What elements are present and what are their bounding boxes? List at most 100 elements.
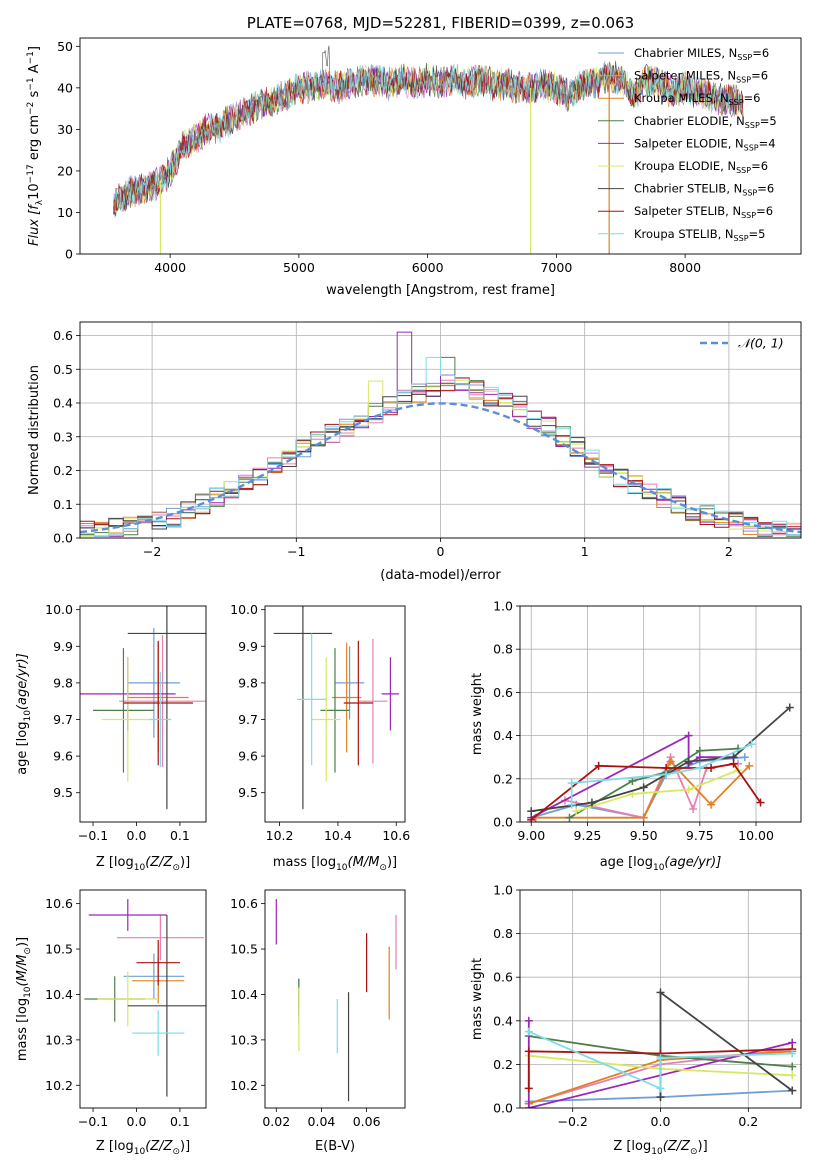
age-vs-z-plot-area <box>80 606 206 810</box>
mass-vs-ebv-ytick-label: 10.4 <box>230 987 258 1002</box>
legend-label-chabrier-elodie: Chabrier ELODIE, NSSP=5 <box>634 114 777 130</box>
weight-vs-z-xlabel-part: Z [log <box>613 1139 651 1154</box>
weight-vs-z-marker-salpeter-stelib <box>524 1084 533 1093</box>
mass-vs-z-plot-area <box>84 899 206 1097</box>
age-vs-mass-xtick-label: 10.2 <box>266 828 294 843</box>
legend-n: =6 <box>756 204 773 218</box>
age-vs-z-frame <box>79 605 207 823</box>
age-vs-mass-ytick-label: 9.9 <box>238 639 258 654</box>
legend-sub: SSP <box>741 211 756 220</box>
legend-text: Kroupa MILES, N <box>634 91 729 105</box>
weight-vs-age-marker-kroupa-miles <box>745 761 754 770</box>
mass-vs-z-ytick-label: 10.5 <box>45 942 73 957</box>
mass-vs-z-ytick-label: 10.3 <box>45 1032 73 1047</box>
mass-vs-z-ylabel-part: 10 <box>23 986 33 998</box>
weight-vs-z-xlabel-part: (Z/Z <box>663 1139 691 1154</box>
residuals-frame <box>79 321 802 539</box>
mass-vs-z-xlabel: Z [log10(Z/Z⊙)] <box>96 1139 190 1157</box>
legend-sub: SSP <box>729 98 744 107</box>
mass-vs-ebv-ytick-label: 10.3 <box>230 1032 258 1047</box>
weight-vs-age-marker-kroupa-stelib <box>567 800 576 809</box>
age-vs-z-ylabel-part: (age/yr)] <box>15 653 30 710</box>
age-vs-mass-axes: 10.2 10.4 10.6 9.5 9.6 9.7 9.8 9.9 10.0 <box>230 602 410 843</box>
legend-n: =5 <box>749 227 766 241</box>
weight-vs-age-marker-kroupa-elodie <box>572 807 581 816</box>
weight-vs-z-axes: −0.2 0.0 0.2 0.0 0.2 0.4 0.6 0.8 1.0 <box>493 883 802 1129</box>
legend-label-salpeter-elodie: Salpeter ELODIE, NSSP=4 <box>634 136 776 152</box>
age-vs-mass-xlabel-part: (M/M <box>348 855 380 870</box>
age-vs-mass-xtick-label: 10.4 <box>324 828 352 843</box>
mass-vs-z-ytick-label: 10.6 <box>45 896 73 911</box>
normal-curve <box>80 402 801 534</box>
mass-vs-z-ytick-label: 10.4 <box>45 987 73 1002</box>
age-vs-z-ylabel-part: age [log <box>15 722 30 775</box>
age-vs-mass-xlabel-part: )] <box>387 855 397 870</box>
age-vs-z-ytick-label: 9.7 <box>53 712 73 727</box>
mass-vs-z-ylabel-part: )] <box>15 937 30 947</box>
weight-vs-z-ytick-label: 0.6 <box>493 970 513 985</box>
weight-vs-age-xlabel: age [log10(age/yr)] <box>600 855 722 873</box>
mass-vs-z-frame <box>79 889 207 1109</box>
spectrum-xtick-label: 8000 <box>669 260 701 275</box>
hist-salpeter-stelib <box>80 381 801 538</box>
weight-vs-age-ytick-label: 0.2 <box>493 771 513 786</box>
age-vs-z-ytick-label: 9.8 <box>53 675 73 690</box>
weight-vs-age-marker-kroupa-stelib <box>747 740 756 749</box>
weight-vs-age-marker-salpeter-miles <box>689 805 698 814</box>
residuals-ytick-label: 0.3 <box>53 429 73 444</box>
mass-vs-z-xtick-label: 0.0 <box>127 1114 147 1129</box>
figure-title: PLATE=0768, MJD=52281, FIBERID=0399, z=0… <box>247 14 634 32</box>
age-vs-mass-ytick-label: 9.5 <box>238 785 258 800</box>
weight-vs-age-xtick-label: 9.25 <box>574 828 602 843</box>
spectrum-ytick-label: 40 <box>57 80 73 95</box>
weight-vs-z-ytick-label: 0.4 <box>493 1013 513 1028</box>
residuals-ytick-label: 0.4 <box>53 396 73 411</box>
weight-vs-age-marker-kroupa-stelib <box>567 779 576 788</box>
mass-vs-z-ylabel-part: (M/M <box>15 955 30 987</box>
residuals-xtick-label: 1 <box>581 544 589 559</box>
mass-vs-z-xlabel-part: (Z/Z <box>145 1139 173 1154</box>
age-vs-mass-xlabel: mass [log10(M/M⊙)] <box>273 855 397 873</box>
weight-vs-z-line-kroupa-stelib <box>528 1030 793 1090</box>
weight-vs-z-marker-salpeter-elodie <box>524 1016 533 1025</box>
spectrum-ytick-label: 30 <box>57 122 73 137</box>
mass-vs-ebv-xtick-label: 0.06 <box>353 1114 381 1129</box>
spectrum-line-kroupa-elodie <box>113 64 744 216</box>
age-vs-mass-xlabel-part: 10 <box>336 863 348 873</box>
weight-vs-z-marker-kroupa-stelib <box>656 1053 665 1062</box>
weight-vs-z-marker-kroupa-stelib <box>656 1084 665 1093</box>
mass-vs-ebv-ytick-label: 10.5 <box>230 942 258 957</box>
mass-vs-z-xtick-label: 0.1 <box>170 1114 190 1129</box>
weight-vs-age-ytick-label: 0.6 <box>493 685 513 700</box>
spectrum-xtick-label: 5000 <box>283 260 315 275</box>
legend-n: =5 <box>760 114 777 128</box>
weight-vs-age-xtick-label: 10.00 <box>738 828 774 843</box>
weight-vs-z-ytick-label: 0.2 <box>493 1057 513 1072</box>
spectrum-ylabel-part: −1 <box>26 51 36 64</box>
mass-vs-z-axes: −0.1 0.0 0.1 10.2 10.3 10.4 10.5 10.6 <box>45 889 207 1129</box>
mass-vs-z-ylabel-part: ⊙ <box>23 947 33 955</box>
mass-vs-ebv-ytick-label: 10.6 <box>230 896 258 911</box>
weight-vs-age-ytick-label: 1.0 <box>493 599 513 614</box>
mass-vs-z-xlabel-part: )] <box>180 1139 190 1154</box>
legend-sub: SSP <box>734 234 749 243</box>
legend-sub: SSP <box>742 189 757 198</box>
age-vs-z-xlabel-part: ⊙ <box>172 863 180 873</box>
age-vs-mass-xlabel-part: ⊙ <box>379 863 387 873</box>
spectrum-ylabel-part: Flux [f <box>27 203 42 246</box>
spectrum-ylabel-part: A <box>27 64 42 77</box>
weight-vs-age-xtick-label: 9.00 <box>517 828 545 843</box>
weight-vs-z-marker-chabrier-stelib <box>656 988 665 997</box>
weight-vs-age-marker-salpeter-elodie <box>684 731 693 740</box>
age-vs-z-ytick-label: 9.6 <box>53 749 73 764</box>
age-vs-z-ylabel-part: 10 <box>23 710 33 722</box>
legend-text: Chabrier STELIB, N <box>634 182 742 196</box>
age-vs-z-ytick-label: 9.9 <box>53 639 73 654</box>
legend-label-salpeter-miles: Salpeter MILES, NSSP=6 <box>634 69 768 85</box>
legend-n: =6 <box>757 182 774 196</box>
residuals-ytick-label: 0.2 <box>53 463 73 478</box>
legend-sub: SSP <box>744 143 759 152</box>
spectrum-ylabel-part: erg cm <box>27 115 42 164</box>
legend-n: =4 <box>759 136 776 150</box>
weight-vs-age-line-kroupa-stelib <box>570 743 752 805</box>
